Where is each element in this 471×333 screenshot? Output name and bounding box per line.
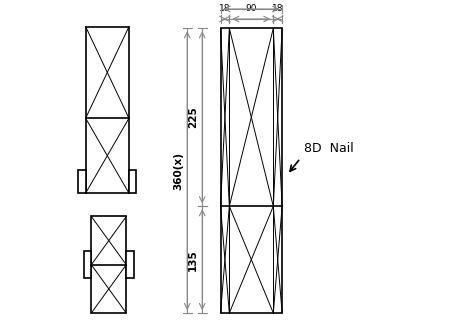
- Text: 126: 126: [239, 0, 264, 3]
- Bar: [129, 170, 136, 193]
- Bar: [78, 170, 86, 193]
- Bar: [91, 216, 126, 313]
- Text: 8D  Nail: 8D Nail: [304, 142, 354, 155]
- Bar: [86, 27, 129, 193]
- Bar: [220, 28, 282, 313]
- Text: 360(x): 360(x): [173, 152, 183, 190]
- Text: 18: 18: [219, 4, 231, 13]
- Bar: [84, 251, 91, 278]
- Text: 135: 135: [188, 249, 198, 270]
- Text: 18: 18: [272, 4, 284, 13]
- Text: 225: 225: [188, 107, 198, 128]
- Text: 90: 90: [245, 4, 257, 13]
- Bar: [126, 251, 134, 278]
